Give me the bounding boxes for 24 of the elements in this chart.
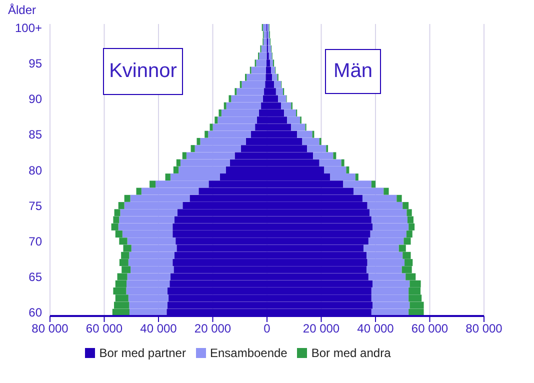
legend-label: Bor med andra	[311, 346, 391, 360]
y-tick-label: 80	[28, 163, 42, 178]
x-tick-label: 80 000	[32, 322, 69, 336]
x-tick-label: 20 000	[194, 322, 232, 336]
y-tick-label: 100+	[14, 20, 42, 35]
y-tick-label: 95	[28, 56, 42, 70]
x-tick-label: 0	[264, 322, 271, 336]
x-tick-label: 20 000	[302, 322, 340, 336]
y-axis-title: Ålder	[8, 3, 36, 17]
x-tick-label: 40 000	[140, 322, 178, 336]
x-tick-label: 60 000	[411, 322, 448, 336]
y-tick-label: 65	[28, 270, 42, 284]
y-tick-label: 85	[28, 128, 42, 142]
annotation: Män	[325, 49, 381, 94]
y-tick-label: 60	[28, 306, 42, 320]
x-tick-label: 40 000	[357, 322, 394, 336]
legend-label: Ensamboende	[210, 346, 288, 360]
x-tick-label: 80 000	[466, 322, 503, 336]
annotation: Kvinnor	[103, 48, 183, 95]
y-tick-label: 75	[28, 198, 42, 213]
y-tick-label: 90	[28, 92, 42, 106]
legend-label: Bor med partner	[99, 346, 186, 360]
x-tick-label: 60 000	[86, 322, 123, 336]
y-tick-label: 70	[28, 234, 42, 248]
